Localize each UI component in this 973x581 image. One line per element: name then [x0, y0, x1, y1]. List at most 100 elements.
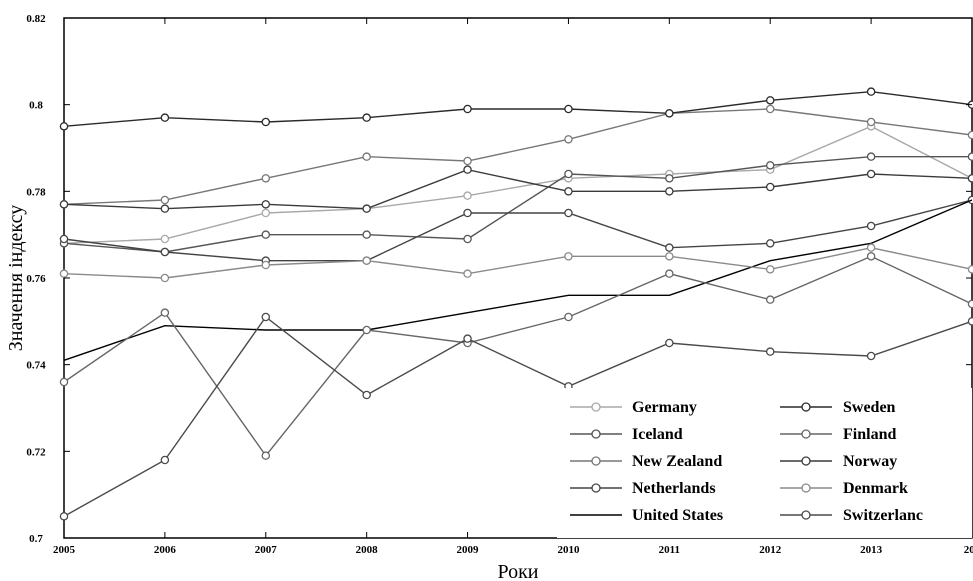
- data-point: [564, 169, 573, 179]
- legend-marker: [801, 429, 811, 439]
- data-point: [261, 174, 271, 183]
- legend-item: Iceland: [570, 426, 683, 443]
- legend-label: Denmark: [843, 480, 908, 497]
- data-point: [765, 104, 775, 114]
- data-point: [59, 234, 69, 244]
- legend-item: Switzerlanc: [780, 507, 923, 524]
- legend-label: Germany: [632, 399, 697, 416]
- data-point: [967, 299, 973, 309]
- series-germany: [59, 122, 973, 248]
- series-line: [63, 155, 972, 253]
- legend-label: United States: [632, 507, 723, 524]
- data-point: [463, 104, 472, 114]
- series-line: [63, 199, 973, 262]
- data-point: [59, 377, 69, 387]
- data-point: [665, 243, 674, 252]
- data-point: [765, 96, 775, 105]
- data-point: [967, 174, 973, 183]
- data-point: [967, 130, 973, 140]
- y-tick-label: 0.76: [26, 273, 46, 285]
- series-denmark: [59, 243, 973, 283]
- legend-item: Norway: [780, 453, 897, 470]
- data-point: [866, 221, 876, 231]
- data-point: [261, 451, 271, 460]
- legend-item: Sweden: [780, 399, 896, 416]
- legend-marker: [591, 429, 601, 439]
- legend-marker: [801, 483, 811, 493]
- data-point: [59, 122, 69, 131]
- series-layer: [59, 87, 973, 521]
- data-point: [463, 191, 472, 200]
- y-tick-label: 0.72: [26, 446, 46, 458]
- data-point: [665, 338, 674, 348]
- data-point: [866, 252, 876, 261]
- data-point: [967, 317, 973, 326]
- series-iceland: [59, 152, 973, 257]
- legend-item: New Zealand: [570, 453, 722, 470]
- legend-item: Denmark: [780, 480, 908, 497]
- x-tick-label: 2012: [759, 544, 782, 556]
- y-tick-label: 0.74: [26, 360, 46, 372]
- data-point: [765, 161, 775, 170]
- data-point: [765, 265, 775, 274]
- data-point: [564, 187, 573, 196]
- data-point: [261, 200, 271, 209]
- x-tick-label: 2008: [356, 544, 379, 556]
- data-point: [362, 204, 371, 213]
- data-point: [967, 152, 973, 161]
- data-point: [261, 260, 271, 270]
- legend-label: Sweden: [843, 399, 896, 416]
- legend-label: Switzerlanc: [843, 507, 923, 524]
- legend-marker: [801, 510, 811, 520]
- legend-marker: [591, 483, 601, 493]
- data-point: [765, 239, 775, 248]
- legend-marker: [591, 456, 601, 466]
- legend-label: New Zealand: [632, 453, 722, 470]
- series-sweden: [59, 87, 973, 131]
- data-point: [59, 269, 69, 278]
- series-line: [63, 168, 973, 210]
- data-point: [665, 174, 674, 183]
- series-new-zealand: [59, 104, 973, 209]
- data-point: [362, 113, 371, 122]
- x-tick-label: 2010: [557, 544, 580, 556]
- series-line: [63, 246, 973, 279]
- data-point: [866, 169, 876, 179]
- data-point: [463, 156, 472, 166]
- legend-label: Iceland: [632, 426, 683, 443]
- x-tick-label: 2005: [53, 544, 76, 556]
- data-point: [160, 195, 170, 205]
- data-point: [160, 308, 170, 317]
- data-point: [160, 234, 170, 244]
- data-point: [463, 165, 472, 174]
- y-tick-label: 0.82: [26, 13, 46, 25]
- legend-label: Finland: [843, 426, 896, 443]
- series-united-states: [63, 199, 973, 361]
- x-tick-label: 2013: [860, 544, 883, 556]
- data-point: [362, 390, 371, 400]
- legend-item: United States: [570, 507, 723, 524]
- legend-box: [557, 388, 972, 538]
- data-point: [665, 109, 674, 118]
- x-axis-title: Роки: [497, 561, 538, 581]
- data-point: [665, 269, 674, 278]
- data-point: [866, 152, 876, 161]
- x-tick-label: 2011: [659, 544, 680, 556]
- series-switzerland: [59, 312, 973, 521]
- legend: Germany Iceland New Zealand Netherlands Unit…: [557, 388, 972, 538]
- data-point: [261, 208, 271, 218]
- x-tick-label: 2007: [255, 544, 278, 556]
- y-tick-label: 0.78: [26, 186, 46, 198]
- legend-marker: [801, 402, 811, 412]
- data-point: [160, 455, 170, 465]
- x-tick-label: 2009: [457, 544, 480, 556]
- data-point: [261, 312, 271, 322]
- legend-label: Norway: [843, 453, 897, 470]
- y-axis-title: Значення індексу: [5, 205, 27, 351]
- data-point: [564, 252, 573, 261]
- data-point: [463, 208, 472, 218]
- data-point: [362, 325, 371, 335]
- data-point: [665, 187, 674, 196]
- data-point: [261, 117, 271, 127]
- data-point: [564, 135, 573, 144]
